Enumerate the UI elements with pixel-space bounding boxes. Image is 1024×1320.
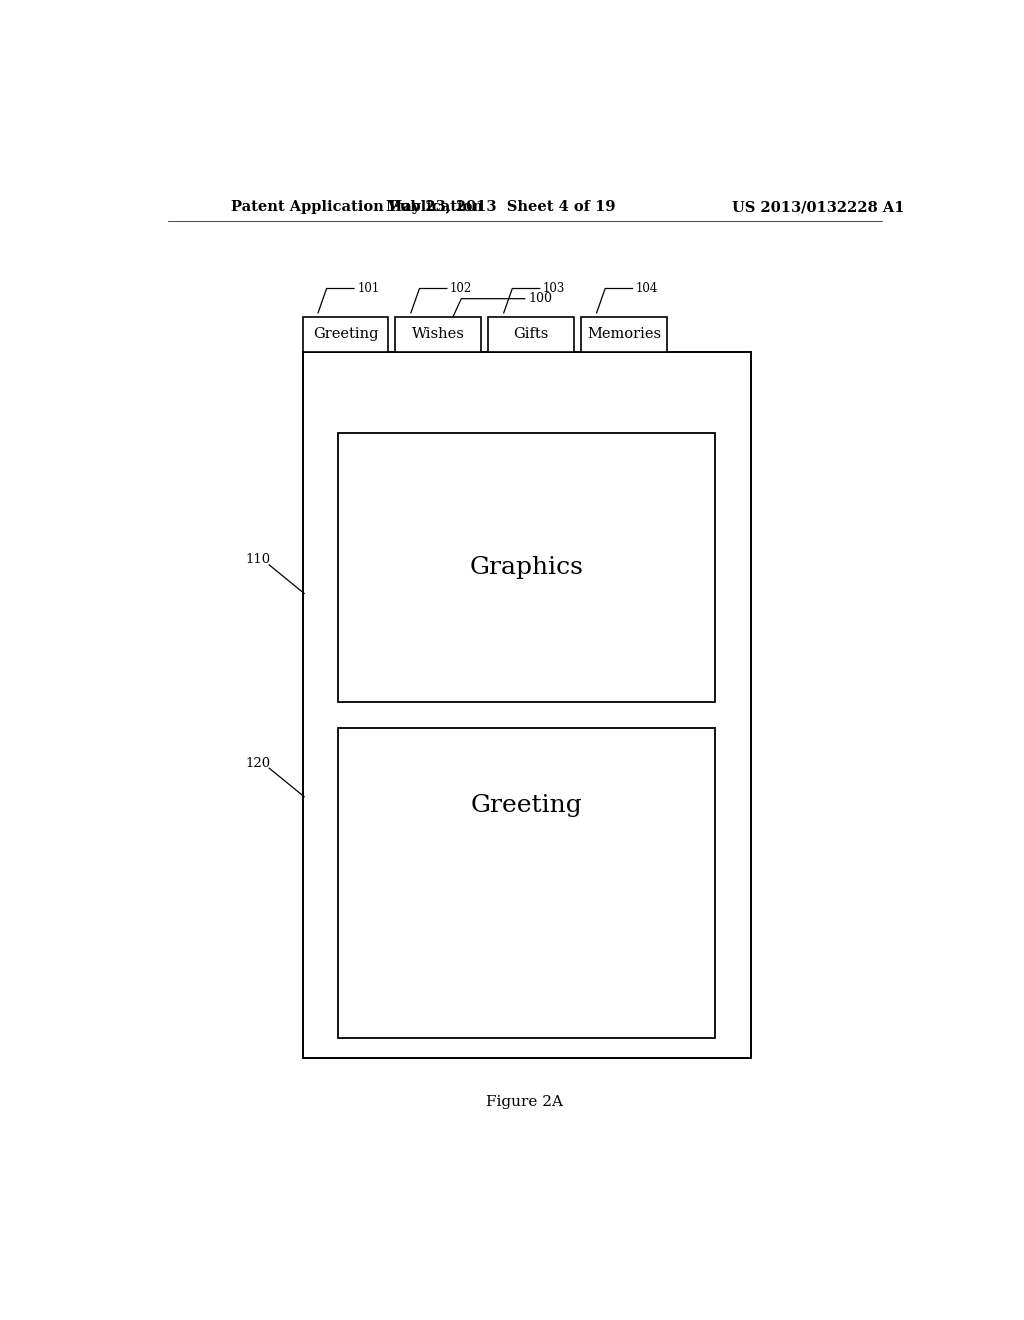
Text: Patent Application Publication: Patent Application Publication [231, 201, 483, 214]
Text: 100: 100 [528, 292, 552, 305]
Text: Gifts: Gifts [513, 327, 549, 342]
Text: Graphics: Graphics [470, 556, 584, 579]
Text: Memories: Memories [587, 327, 662, 342]
Text: 110: 110 [246, 553, 270, 566]
Bar [338, 433, 715, 702]
Text: Greeting: Greeting [471, 793, 583, 817]
Bar [488, 317, 574, 351]
Bar [303, 351, 751, 1057]
Bar [338, 727, 715, 1038]
Text: 104: 104 [636, 282, 658, 294]
Bar [582, 317, 667, 351]
Text: 120: 120 [246, 756, 270, 770]
Text: US 2013/0132228 A1: US 2013/0132228 A1 [732, 201, 904, 214]
Text: Greeting: Greeting [312, 327, 378, 342]
Text: 101: 101 [357, 282, 380, 294]
Text: Figure 2A: Figure 2A [486, 1094, 563, 1109]
Bar [395, 317, 481, 351]
Bar [303, 317, 388, 351]
Text: 103: 103 [543, 282, 565, 294]
Text: Wishes: Wishes [412, 327, 465, 342]
Text: 102: 102 [450, 282, 472, 294]
Text: May 23, 2013  Sheet 4 of 19: May 23, 2013 Sheet 4 of 19 [386, 201, 615, 214]
